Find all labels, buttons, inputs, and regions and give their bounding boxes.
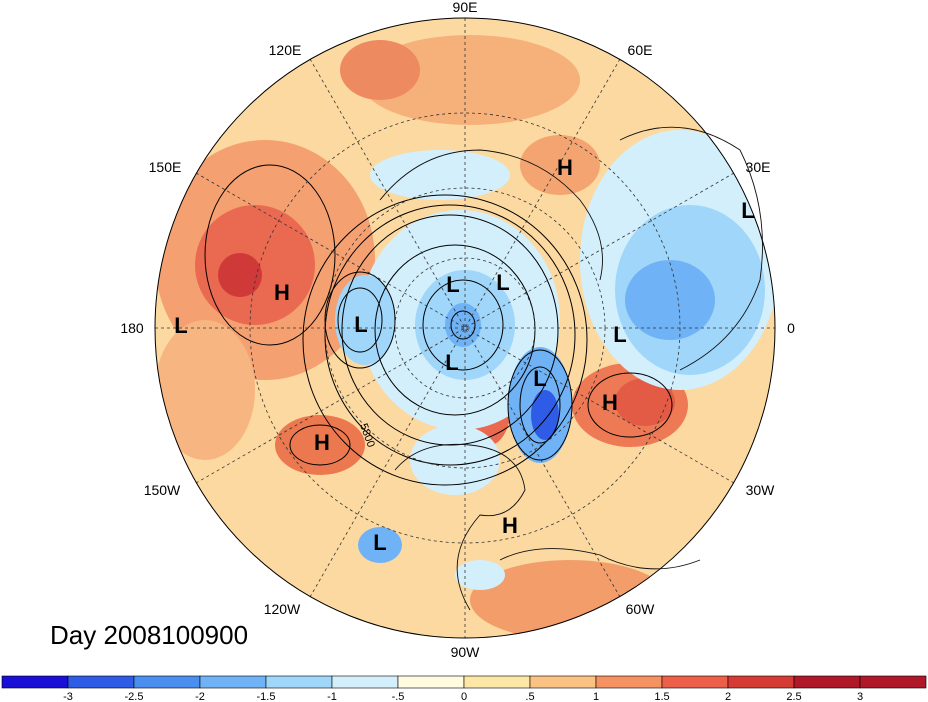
colorbar-segment — [529, 675, 597, 689]
low-center: L — [174, 313, 187, 338]
colorbar-segment — [67, 675, 135, 689]
colorbar-segment — [265, 675, 333, 689]
colorbar-segment — [661, 675, 729, 689]
colorbar-tick-label: -3 — [63, 691, 73, 702]
high-center: H — [314, 430, 330, 455]
colorbar-tick-label: 1 — [593, 691, 599, 702]
colorbar-segment — [595, 675, 663, 689]
lon-label-90e: 90E — [453, 0, 478, 15]
colorbar-tick-label: -1.5 — [257, 691, 276, 702]
colorbar-tick-label: 2 — [725, 691, 731, 702]
lon-label-0: 0 — [787, 320, 795, 336]
colorbar-tick-label: 0 — [461, 691, 467, 702]
lon-label-30e: 30E — [746, 159, 771, 175]
low-center: L — [741, 198, 754, 223]
lon-label-90w: 90W — [451, 644, 481, 660]
colorbar-tick-label: -.5 — [392, 691, 405, 702]
high-center: H — [557, 155, 573, 180]
colorbar: -3 -2.5 -2 -1.5 -1 -.5 0 .5 1 1.5 2 2.5 3 — [1, 675, 927, 702]
low-center: L — [446, 272, 459, 297]
colorbar-segment — [793, 675, 861, 689]
low-center: L — [496, 270, 509, 295]
colorbar-segment — [331, 675, 399, 689]
colorbar-tick-label: 3 — [857, 691, 863, 702]
low-center: L — [533, 366, 546, 391]
lon-label-150e: 150E — [149, 159, 182, 175]
coastlines — [379, 126, 763, 611]
graticule — [155, 18, 775, 638]
map-boundary — [154, 17, 776, 639]
high-center: H — [602, 390, 618, 415]
lon-label-30w: 30W — [746, 482, 776, 498]
lon-label-60w: 60W — [626, 601, 656, 617]
colorbar-segment — [133, 675, 201, 689]
high-center: H — [502, 513, 518, 538]
colorbar-segment — [199, 675, 267, 689]
colorbar-segment — [397, 675, 465, 689]
colorbar-tick-label: -2 — [195, 691, 205, 702]
colorbar-segment — [463, 675, 531, 689]
colorbar-tick-label: 2.5 — [786, 691, 801, 702]
colorbar-segment — [859, 675, 927, 689]
lon-label-120e: 120E — [269, 42, 302, 58]
colorbar-tick-label: -1 — [327, 691, 337, 702]
lon-label-120w: 120W — [264, 601, 301, 617]
colorbar-tick-label: .5 — [525, 691, 534, 702]
colorbar-tick-label: -2.5 — [125, 691, 144, 702]
height-contours — [204, 164, 673, 486]
lon-label-150w: 150W — [144, 482, 181, 498]
lon-label-60e: 60E — [628, 42, 653, 58]
high-center: H — [274, 280, 290, 305]
colorbar-segment — [727, 675, 795, 689]
low-center: L — [373, 530, 386, 555]
lon-label-180: 180 — [120, 320, 144, 336]
low-center: L — [354, 312, 367, 337]
day-label: Day 2008100900 — [50, 620, 249, 650]
low-center: L — [613, 322, 626, 347]
colorbar-segment — [1, 675, 69, 689]
low-center: L — [445, 350, 458, 375]
colorbar-tick-label: 1.5 — [654, 691, 669, 702]
